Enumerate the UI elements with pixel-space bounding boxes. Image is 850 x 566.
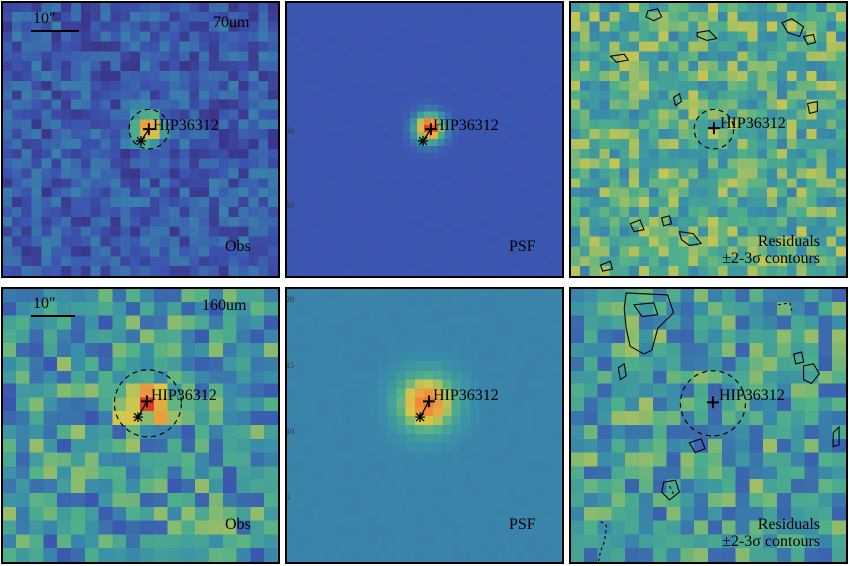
tick-label: 30 <box>286 127 294 136</box>
image-70um-residuals <box>571 3 846 276</box>
plus-marker-icon <box>708 122 720 135</box>
tick-label: 20 <box>286 295 294 304</box>
star-marker-icon <box>136 136 146 146</box>
scale-bar-label: 10" <box>33 295 56 312</box>
tick-label: 15 <box>286 361 294 370</box>
panel-160um-psf: HIP36312 PSF 20 15 10 5 <box>285 287 564 564</box>
scale-bar <box>31 30 79 32</box>
panel-70um-psf: HIP36312 PSF 30 20 <box>285 1 564 278</box>
contour-lines <box>599 8 818 272</box>
panel-160um-obs: 10" 160um HIP36312 Obs <box>1 287 280 564</box>
plus-marker-icon <box>423 395 435 408</box>
overlay-160um-psf <box>415 395 435 423</box>
aperture-circle <box>693 108 735 150</box>
aperture-circle <box>128 108 170 150</box>
source-label: HIP36312 <box>151 387 217 404</box>
scale-bar <box>31 315 75 317</box>
star-marker-icon <box>418 136 428 146</box>
source-label: HIP36312 <box>720 115 786 132</box>
plus-marker-icon <box>140 395 153 408</box>
plus-marker-icon <box>424 123 437 136</box>
overlay-70um-psf <box>418 123 437 146</box>
image-160um-psf <box>287 289 562 562</box>
tick-label: 5 <box>286 493 290 502</box>
image-160um-obs <box>3 289 278 562</box>
tick-label: 10 <box>286 427 294 436</box>
overlay-160um-residuals <box>598 292 840 562</box>
panel-label: Residuals <box>757 233 820 250</box>
plus-marker-icon <box>707 396 719 409</box>
panel-label: Residuals <box>757 516 820 533</box>
panel-label: Obs <box>225 238 251 255</box>
contour-lines <box>598 292 840 562</box>
source-label: HIP36312 <box>719 387 785 404</box>
plus-marker-icon <box>142 123 155 136</box>
star-marker-icon <box>133 412 143 423</box>
panel-160um-residuals: HIP36312 Residuals ±2-3σ contours <box>569 287 848 564</box>
band-label: 70um <box>213 14 250 31</box>
aperture-circle <box>113 369 182 438</box>
source-label: HIP36312 <box>153 117 219 134</box>
overlay-70um-obs <box>128 108 170 150</box>
panel-label: PSF <box>509 516 536 533</box>
image-160um-residuals <box>571 289 846 562</box>
scale-bar-label: 10" <box>33 10 56 27</box>
aperture-circle <box>679 370 747 437</box>
panel-label: Obs <box>225 516 251 533</box>
panel-70um-obs: 10" 70um HIP36312 Obs <box>1 1 280 278</box>
panel-label: PSF <box>509 238 536 255</box>
panel-70um-residuals: HIP36312 Residuals ±2-3σ contours <box>569 1 848 278</box>
overlay-160um-obs <box>113 369 182 438</box>
contour-note: ±2-3σ contours <box>722 533 820 550</box>
tick-label: 20 <box>286 201 294 210</box>
band-label: 160um <box>202 297 247 314</box>
source-label: HIP36312 <box>433 387 499 404</box>
contour-note: ±2-3σ contours <box>722 250 820 267</box>
star-marker-icon <box>415 412 425 423</box>
source-label: HIP36312 <box>433 117 499 134</box>
overlay-70um-residuals <box>599 8 818 272</box>
